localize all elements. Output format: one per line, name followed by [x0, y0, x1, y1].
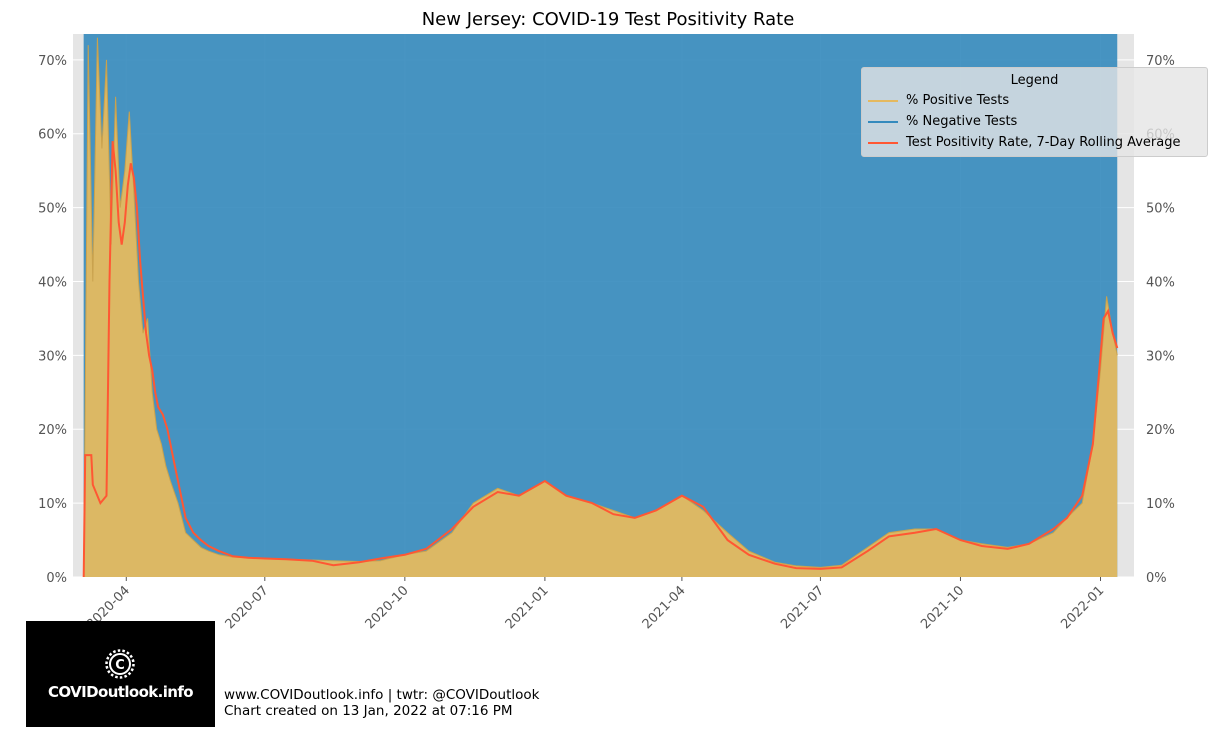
chart-title: New Jersey: COVID-19 Test Positivity Rat… [422, 9, 795, 30]
legend-swatch-rolling-average [868, 142, 898, 144]
legend-item-rolling-average: Test Positivity Rate, 7-Day Rolling Aver… [862, 132, 1207, 153]
x-tick-label: 2021-04 [640, 583, 689, 632]
y-tick-label-left: 30% [38, 349, 67, 364]
legend-label-rolling-average: Test Positivity Rate, 7-Day Rolling Aver… [906, 135, 1181, 150]
y-tick-label-left: 20% [38, 423, 67, 438]
y-tick-label-right: 50% [1146, 202, 1175, 217]
y-tick-label-right: 20% [1146, 423, 1175, 438]
y-tick-label-left: 70% [38, 54, 67, 69]
legend-item-negative: % Negative Tests [862, 111, 1207, 132]
footer-created-date: Chart created on 13 Jan, 2022 at 07:16 P… [224, 703, 513, 719]
logo: C COVIDoutlook.info [26, 621, 215, 727]
y-axis-right: 0%10%20%30%40%50%60%70% [1146, 54, 1175, 586]
footer: www.COVIDoutlook.info | twtr: @COVIDoutl… [224, 687, 539, 719]
x-axis: 2020-04 2020-07 2020-10 2021-01 2021-04 2021-… [84, 577, 1107, 632]
footer-website: www.COVIDoutlook.info | twtr: @COVIDoutl… [224, 687, 540, 703]
y-tick-label-left: 10% [38, 497, 67, 512]
y-tick-label-left: 40% [38, 275, 67, 290]
legend-label-negative: % Negative Tests [906, 114, 1018, 129]
y-tick-label-right: 70% [1146, 54, 1175, 69]
y-tick-label-right: 30% [1146, 349, 1175, 364]
legend-title: Legend [1010, 73, 1059, 88]
rolling-average-line [82, 140, 1119, 578]
legend-item-positive: % Positive Tests [862, 90, 1207, 111]
y-tick-label-right: 0% [1146, 571, 1167, 586]
legend-swatch-positive [868, 100, 898, 102]
x-tick-label: 2020-07 [223, 583, 272, 632]
x-tick-label: 2020-10 [363, 583, 412, 632]
legend: Legend % Positive Tests % Negative Tests… [861, 67, 1208, 157]
chart-lines [82, 140, 1119, 578]
y-tick-label-left: 60% [38, 128, 67, 143]
svg-text:C: C [115, 658, 125, 673]
y-tick-label-left: 0% [46, 571, 67, 586]
x-tick-label: 2022-01 [1058, 583, 1107, 632]
x-tick-label: 2021-01 [503, 583, 552, 632]
x-tick-label: 2021-07 [778, 583, 827, 632]
y-tick-label-left: 50% [38, 202, 67, 217]
x-tick-label: 2021-10 [918, 583, 967, 632]
y-tick-label-right: 10% [1146, 497, 1175, 512]
y-axis-left: 0% 10% 20% 30% 40% 50% 60% 70% [38, 54, 67, 586]
legend-label-positive: % Positive Tests [906, 93, 1010, 108]
y-tick-label-right: 40% [1146, 275, 1175, 290]
legend-swatch-negative [868, 121, 898, 123]
logo-text: COVIDoutlook.info [47, 683, 194, 701]
virus-logo-icon: C [105, 649, 135, 679]
